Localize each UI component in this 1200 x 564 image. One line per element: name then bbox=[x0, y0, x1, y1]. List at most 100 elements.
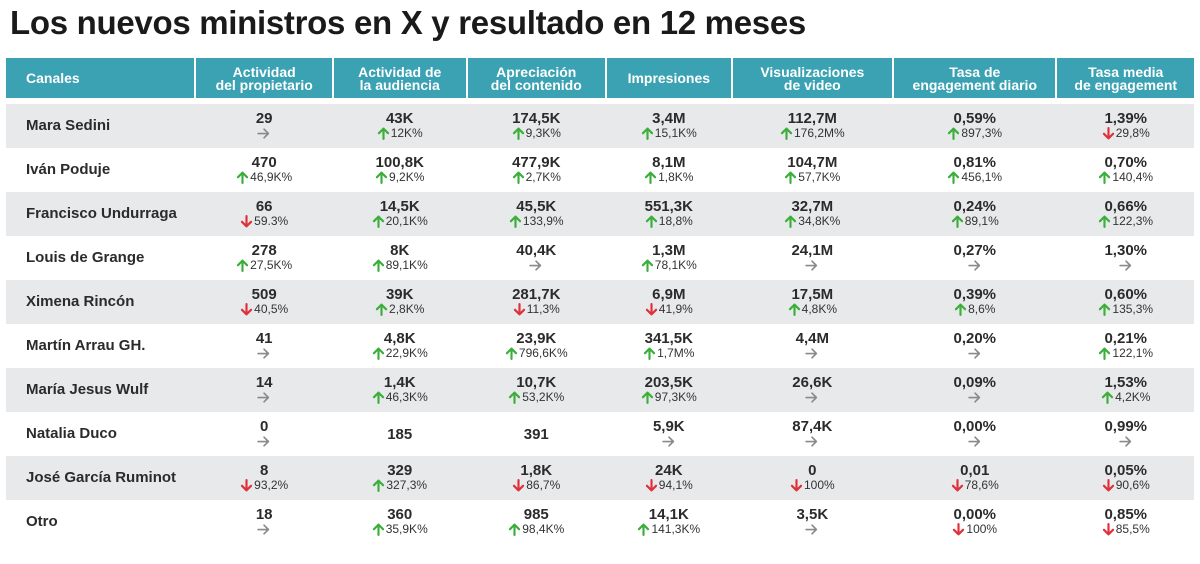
cell-impressions: 14,1K 141,3K% bbox=[607, 500, 731, 544]
cell-change: 90,6% bbox=[1102, 478, 1150, 493]
cell-owner-activity: 41 bbox=[196, 324, 332, 368]
arrow-up-icon bbox=[372, 391, 385, 404]
arrow-right-icon bbox=[529, 259, 542, 272]
cell-change: 29,8% bbox=[1102, 126, 1150, 141]
cell-value: 185 bbox=[387, 425, 413, 443]
arrow-down-icon bbox=[951, 479, 964, 492]
cell-change: 133,9% bbox=[509, 214, 564, 229]
cell-avg-engagement-rate: 1,39% 29,8% bbox=[1057, 104, 1194, 148]
arrow-right-icon bbox=[1119, 435, 1132, 448]
cell-change: 35,9K% bbox=[372, 522, 428, 537]
arrow-up-icon bbox=[641, 391, 654, 404]
change-percent: 46,3K% bbox=[385, 390, 428, 404]
cell-audience-activity: 100,8K 9,2K% bbox=[334, 148, 466, 192]
row-label: Martín Arrau GH. bbox=[26, 336, 146, 354]
cell-value: 0,99% bbox=[1104, 418, 1148, 435]
cell-owner-activity: 18 bbox=[196, 500, 332, 544]
cell-value: 112,7M bbox=[787, 110, 837, 127]
change-percent: 90,6% bbox=[1115, 478, 1150, 492]
cell-value: 360 bbox=[387, 506, 413, 523]
column-header-label: Apreciación del contenido bbox=[490, 63, 582, 93]
arrow-right-icon bbox=[968, 347, 981, 360]
cell-impressions: 24K 94,1% bbox=[607, 456, 731, 500]
cell-change bbox=[529, 258, 543, 273]
cell-value: 24,1M bbox=[791, 242, 834, 259]
cell-change bbox=[805, 258, 819, 273]
column-header-label: Tasa de engagement diario bbox=[912, 63, 1037, 93]
change-percent: 9,2K% bbox=[389, 170, 425, 184]
arrow-up-icon bbox=[508, 523, 521, 536]
change-percent: 20,1K% bbox=[385, 214, 428, 228]
cell-change: 53,2K% bbox=[508, 390, 564, 405]
cell-value: 0,05% bbox=[1104, 462, 1148, 479]
cell-change: 78,6% bbox=[951, 478, 999, 493]
cell-content-appreciation: 174,5K 9,3K% bbox=[468, 104, 606, 148]
arrow-up-icon bbox=[1101, 391, 1114, 404]
row-label: Natalia Duco bbox=[26, 424, 117, 442]
cell-owner-activity: 509 40,5% bbox=[196, 280, 332, 324]
cell-change: 135,3% bbox=[1098, 302, 1153, 317]
cell-value: 1,53% bbox=[1104, 374, 1148, 391]
cell-video-views: 17,5M 4,8K% bbox=[733, 280, 892, 324]
change-percent: 29,8% bbox=[1115, 126, 1150, 140]
change-percent: 35,9K% bbox=[385, 522, 428, 536]
cell-change: 34,8K% bbox=[784, 214, 840, 229]
cell-value: 14,1K bbox=[648, 506, 689, 523]
cell-change: 12K% bbox=[377, 126, 423, 141]
change-percent: 18,8% bbox=[658, 214, 693, 228]
cell-change: 86,7% bbox=[512, 478, 560, 493]
change-percent: 100% bbox=[803, 478, 835, 492]
cell-value: 3,5K bbox=[796, 506, 829, 523]
column-header-video-views: Visualizaciones de video bbox=[732, 58, 893, 98]
cell-value: 24K bbox=[655, 462, 683, 479]
cell-value: 5,9K bbox=[652, 418, 685, 435]
change-percent: 59.3% bbox=[254, 214, 289, 228]
arrow-down-icon bbox=[240, 303, 253, 316]
cell-change bbox=[968, 434, 982, 449]
arrow-up-icon bbox=[375, 303, 388, 316]
change-percent: 135,3% bbox=[1112, 302, 1154, 316]
change-percent: 40,5% bbox=[254, 302, 289, 316]
cell-change: 2,7K% bbox=[512, 170, 561, 185]
arrow-up-icon bbox=[1098, 215, 1111, 228]
change-percent: 141,3K% bbox=[651, 522, 701, 536]
cell-value: 0,59% bbox=[953, 110, 997, 127]
cell-change: 100% bbox=[952, 522, 997, 537]
arrow-down-icon bbox=[645, 303, 658, 316]
cell-value: 1,8K bbox=[520, 462, 553, 479]
arrow-up-icon bbox=[780, 127, 793, 140]
column-header-label: Impresiones bbox=[627, 70, 711, 86]
table-row: Francisco Undurraga 66 59.3% 14,5K 20,1K% 45,… bbox=[6, 192, 1194, 236]
cell-owner-activity: 278 27,5K% bbox=[196, 236, 332, 280]
cell-audience-activity: 4,8K 22,9K% bbox=[334, 324, 466, 368]
cell-change: 122,3% bbox=[1098, 214, 1153, 229]
cell-owner-activity: 14 bbox=[196, 368, 332, 412]
cell-impressions: 1,3M 78,1K% bbox=[607, 236, 731, 280]
change-percent: 9,3K% bbox=[525, 126, 561, 140]
table-row: José García Ruminot 8 93,2% 329 327,3% 1,8K 86… bbox=[6, 456, 1194, 500]
cell-audience-activity: 185 bbox=[334, 412, 466, 456]
arrow-right-icon bbox=[805, 435, 818, 448]
cell-value: 509 bbox=[251, 286, 277, 303]
cell-value: 203,5K bbox=[644, 374, 693, 391]
cell-change bbox=[805, 390, 819, 405]
cell-audience-activity: 329 327,3% bbox=[334, 456, 466, 500]
cell-change: 9,3K% bbox=[512, 126, 561, 141]
cell-change: 46,3K% bbox=[372, 390, 428, 405]
arrow-right-icon bbox=[805, 523, 818, 536]
column-header-content-appreciation: Apreciación del contenido bbox=[467, 58, 606, 98]
cell-content-appreciation: 45,5K 133,9% bbox=[468, 192, 606, 236]
arrow-right-icon bbox=[1119, 259, 1132, 272]
change-percent: 176,2M% bbox=[793, 126, 845, 140]
cell-value: 8,1M bbox=[652, 154, 686, 171]
change-percent: 46,9K% bbox=[250, 170, 293, 184]
change-percent: 22,9K% bbox=[385, 346, 428, 360]
arrow-up-icon bbox=[645, 215, 658, 228]
arrow-down-icon bbox=[1102, 523, 1115, 536]
change-percent: 78,6% bbox=[964, 478, 999, 492]
cell-value: 8 bbox=[260, 462, 269, 479]
cell-value: 29 bbox=[255, 110, 273, 127]
change-percent: 53,2K% bbox=[522, 390, 565, 404]
cell-change bbox=[1119, 258, 1133, 273]
cell-change: 78,1K% bbox=[641, 258, 697, 273]
